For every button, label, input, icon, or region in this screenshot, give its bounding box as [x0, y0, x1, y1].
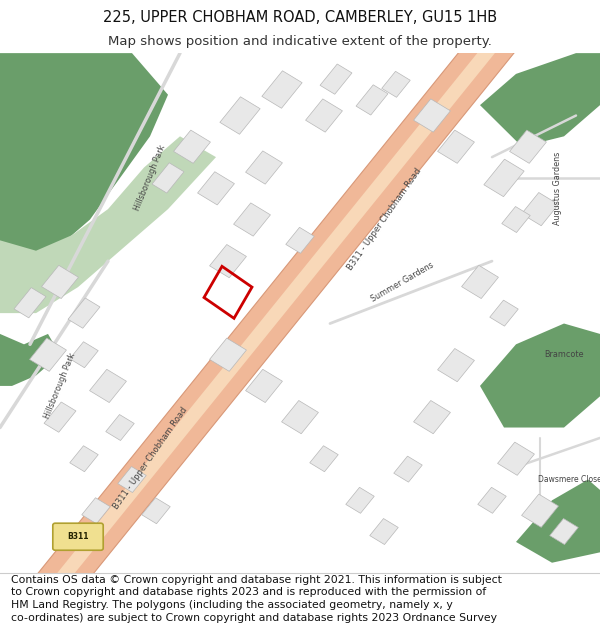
Text: Hillsborough Park: Hillsborough Park	[133, 144, 167, 212]
Text: 225, UPPER CHOBHAM ROAD, CAMBERLEY, GU15 1HB: 225, UPPER CHOBHAM ROAD, CAMBERLEY, GU15…	[103, 9, 497, 24]
Polygon shape	[245, 369, 283, 402]
Polygon shape	[173, 130, 211, 163]
Polygon shape	[437, 349, 475, 382]
Polygon shape	[41, 265, 79, 299]
Polygon shape	[310, 446, 338, 472]
Polygon shape	[70, 342, 98, 367]
FancyBboxPatch shape	[53, 523, 103, 550]
Polygon shape	[461, 265, 499, 299]
Polygon shape	[152, 162, 184, 193]
Polygon shape	[233, 203, 271, 236]
Polygon shape	[480, 53, 600, 147]
Polygon shape	[106, 414, 134, 441]
Polygon shape	[382, 71, 410, 98]
Polygon shape	[262, 71, 302, 108]
Polygon shape	[305, 99, 343, 132]
Text: Bramcote: Bramcote	[544, 350, 584, 359]
Polygon shape	[502, 206, 530, 232]
Polygon shape	[82, 498, 110, 524]
Polygon shape	[480, 324, 600, 428]
Polygon shape	[490, 300, 518, 326]
Polygon shape	[89, 369, 127, 402]
Polygon shape	[346, 488, 374, 513]
Polygon shape	[413, 401, 451, 434]
Polygon shape	[497, 442, 535, 476]
Polygon shape	[29, 338, 67, 371]
Text: Hillsborough Park: Hillsborough Park	[43, 352, 77, 420]
Polygon shape	[320, 64, 352, 94]
Polygon shape	[14, 288, 46, 318]
Polygon shape	[521, 192, 559, 226]
Polygon shape	[209, 338, 247, 371]
Text: Contains OS data © Crown copyright and database right 2021. This information is : Contains OS data © Crown copyright and d…	[11, 574, 502, 625]
Polygon shape	[70, 446, 98, 472]
Polygon shape	[0, 53, 168, 261]
Polygon shape	[484, 159, 524, 197]
Polygon shape	[356, 85, 388, 115]
Text: B311: B311	[67, 532, 89, 541]
Polygon shape	[209, 244, 247, 278]
Polygon shape	[220, 97, 260, 134]
Text: Map shows position and indicative extent of the property.: Map shows position and indicative extent…	[108, 35, 492, 48]
Text: Summer Gardens: Summer Gardens	[369, 261, 435, 304]
Polygon shape	[0, 334, 60, 386]
Polygon shape	[516, 479, 600, 562]
Polygon shape	[478, 488, 506, 513]
Text: Dawsmere Close: Dawsmere Close	[538, 475, 600, 484]
Polygon shape	[0, 136, 216, 313]
Polygon shape	[68, 298, 100, 328]
Text: Augustus Gardens: Augustus Gardens	[554, 152, 563, 225]
Polygon shape	[550, 519, 578, 544]
Polygon shape	[509, 130, 547, 163]
Polygon shape	[413, 99, 451, 132]
Polygon shape	[118, 466, 146, 492]
Polygon shape	[281, 401, 319, 434]
Polygon shape	[521, 494, 559, 528]
Polygon shape	[44, 402, 76, 432]
Polygon shape	[394, 456, 422, 482]
Polygon shape	[142, 498, 170, 524]
Polygon shape	[370, 519, 398, 544]
Polygon shape	[286, 228, 314, 253]
Polygon shape	[245, 151, 283, 184]
Polygon shape	[437, 130, 475, 163]
Text: B311 - Upper Chobham Road: B311 - Upper Chobham Road	[345, 167, 423, 272]
Text: B311 - Upper Chobham Road: B311 - Upper Chobham Road	[111, 406, 189, 511]
Polygon shape	[197, 172, 235, 205]
